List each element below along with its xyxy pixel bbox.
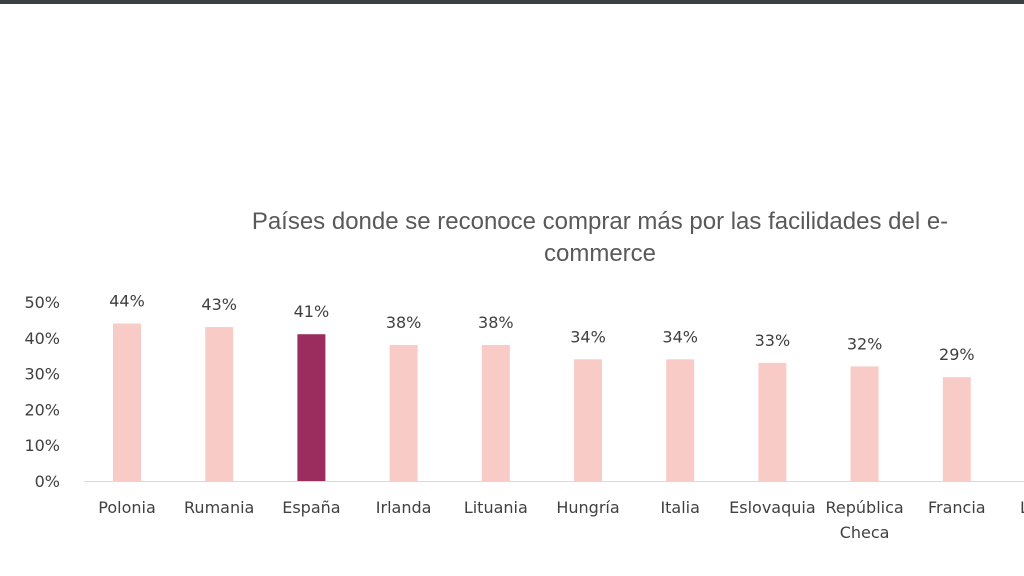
bar-polonia [113,323,141,481]
bar-lituania [481,344,510,481]
data-label: 34% [570,327,606,346]
x-tick-label: Irlanda [376,498,432,517]
data-label: 38% [386,313,422,332]
bar-hungría [574,359,602,481]
bar-francia [942,377,971,481]
x-tick-label: Polonia [98,498,156,517]
data-label: 38% [478,313,514,332]
y-tick-label: 50% [24,293,60,312]
y-tick-label: 30% [24,365,60,384]
x-tick-label: L [1020,498,1024,517]
bar-eslovaquia [758,362,787,481]
data-label: 44% [109,291,145,310]
data-label: 29% [939,345,975,364]
chart-title: Países donde se reconoce comprar más por… [150,206,1024,270]
x-tick-label: Rumania [184,498,254,517]
x-tick-label: Hungría [556,498,619,517]
y-tick-label: 40% [24,329,60,348]
data-label: 33% [755,331,791,350]
y-tick-label: 10% [24,436,60,455]
bar-rumania [205,327,234,481]
x-tick-label: Francia [928,498,986,517]
x-tick-label: Italia [660,498,700,517]
bar-italia [666,359,695,481]
bar-españa [297,334,326,481]
x-tick-label: España [282,498,340,517]
chart-title-line-1: Países donde se reconoce comprar más por… [251,208,949,235]
data-label: 34% [662,327,698,346]
window-top-bar [0,0,1024,4]
y-tick-label: 0% [35,472,60,491]
data-label: 41% [294,302,330,321]
chart-title-line-2: commerce [543,240,657,267]
bar-república-checa [850,366,879,481]
x-tick-label: República [826,498,904,517]
data-label: 43% [201,295,237,314]
bar-irlanda [389,344,418,481]
x-tick-label: Lituania [464,498,528,517]
data-label: 32% [847,334,883,353]
x-tick-label: Eslovaquia [729,498,816,517]
y-tick-label: 20% [24,400,60,419]
x-tick-label: Checa [840,523,890,542]
